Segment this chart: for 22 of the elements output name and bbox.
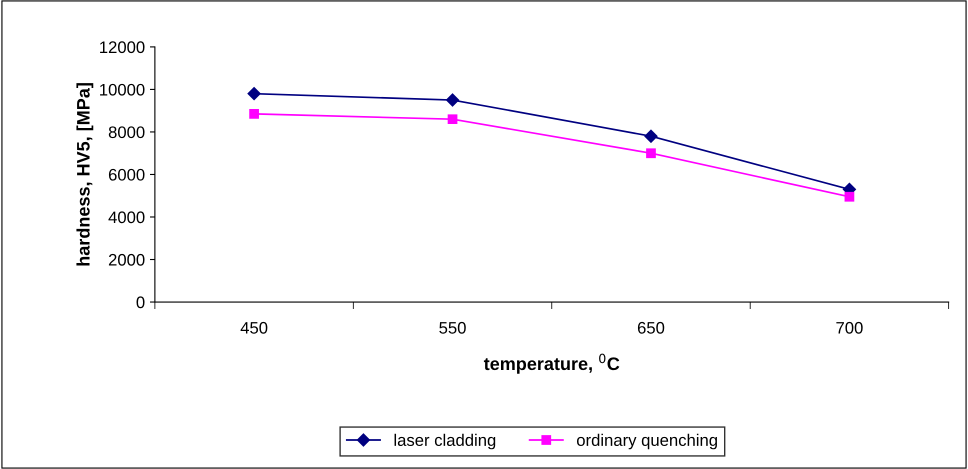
- y-tick-label: 10000: [100, 84, 145, 96]
- point: [448, 114, 458, 124]
- x-tick-label: 650: [638, 322, 664, 334]
- y-axis-title: hardness, HV5, [MPa]: [76, 83, 94, 266]
- x-axis-title: temperature, $^{0}$C: [484, 354, 620, 374]
- y-tick-label: 8000: [108, 126, 145, 138]
- point: [249, 109, 259, 119]
- point: [644, 130, 658, 143]
- y-tick-label: 6000: [108, 168, 145, 181]
- y-tick-label: 0: [136, 296, 145, 308]
- legend-label: laser cladding: [394, 434, 496, 450]
- x-tick-label: 700: [836, 322, 863, 334]
- y-tick-label: 12000: [100, 41, 145, 54]
- point: [446, 93, 460, 107]
- x-tick-label: 450: [240, 322, 268, 334]
- point: [646, 148, 656, 158]
- point: [844, 192, 854, 202]
- y-tick-label: 2000: [108, 254, 145, 266]
- point: [248, 87, 261, 100]
- legend-label: ordinary quenching: [576, 434, 717, 450]
- y-tick-label: 4000: [108, 211, 145, 224]
- x-tick-label: 550: [439, 322, 466, 334]
